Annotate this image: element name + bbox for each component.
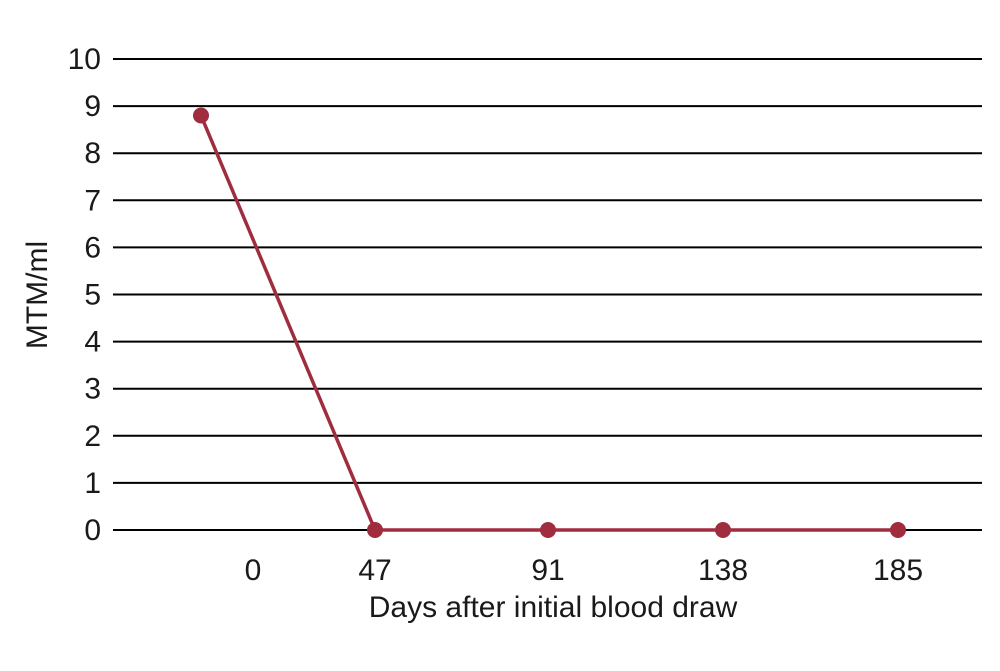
x-tick-label: 138 xyxy=(698,554,748,587)
y-tick-label: 10 xyxy=(68,43,101,76)
y-tick-label: 6 xyxy=(84,231,101,264)
y-tick-label: 7 xyxy=(84,184,101,217)
data-point xyxy=(367,522,383,538)
y-tick-label: 4 xyxy=(84,326,101,359)
data-point xyxy=(715,522,731,538)
data-point xyxy=(540,522,556,538)
y-axis-title: MTM/ml xyxy=(21,241,54,349)
series xyxy=(193,107,906,538)
data-point xyxy=(890,522,906,538)
y-tick-label: 2 xyxy=(84,420,101,453)
y-tick-label: 9 xyxy=(84,90,101,123)
y-tick-label: 1 xyxy=(84,467,101,500)
gridlines xyxy=(113,58,982,531)
x-axis-ticks: 0 47 91 138 185 xyxy=(245,554,923,587)
y-tick-label: 5 xyxy=(84,279,101,312)
x-tick-label: 185 xyxy=(873,554,923,587)
x-axis-title: Days after initial blood draw xyxy=(369,591,738,624)
x-tick-label: 0 xyxy=(245,554,262,587)
x-tick-label: 47 xyxy=(358,554,391,587)
x-tick-label: 91 xyxy=(531,554,564,587)
data-point xyxy=(193,107,209,124)
y-tick-label: 0 xyxy=(84,514,101,547)
y-axis-ticks: 0 1 2 3 4 5 6 7 8 9 10 xyxy=(68,43,101,547)
series-line xyxy=(199,114,898,532)
y-tick-label: 8 xyxy=(84,137,101,170)
y-tick-label: 3 xyxy=(84,373,101,406)
